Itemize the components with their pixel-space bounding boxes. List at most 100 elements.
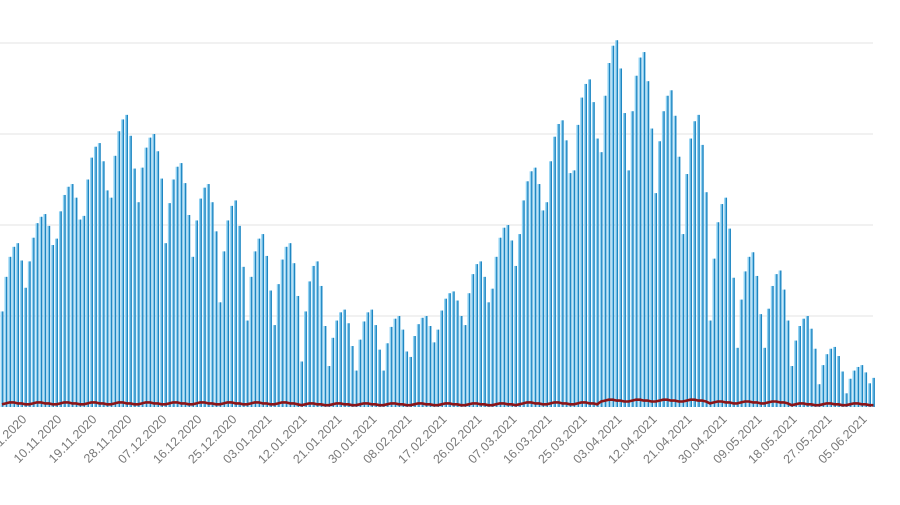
- bar-fill: [677, 156, 681, 407]
- bar: [163, 243, 167, 407]
- bar-edge: [632, 111, 634, 407]
- bar: [646, 81, 650, 407]
- bar-fill: [716, 222, 720, 407]
- bar-edge: [266, 255, 269, 407]
- bar-edge: [605, 95, 607, 407]
- bar: [327, 366, 331, 407]
- bar-edge: [239, 225, 241, 407]
- bar-edge: [348, 323, 350, 407]
- bar-edge: [146, 147, 148, 407]
- bar-edge: [398, 316, 401, 407]
- bar: [794, 340, 798, 407]
- bar-fill: [47, 225, 51, 407]
- bar: [580, 97, 584, 407]
- bar-fill: [315, 261, 319, 407]
- bar-fill: [766, 308, 770, 407]
- bar: [198, 198, 202, 407]
- bar-edge: [678, 156, 681, 407]
- bar: [860, 365, 864, 407]
- bar-edge: [515, 265, 517, 407]
- bar-fill: [331, 337, 335, 407]
- bar-edge: [282, 259, 284, 407]
- bar-fill: [8, 256, 12, 407]
- bar-edge: [865, 372, 868, 407]
- bar: [401, 329, 405, 407]
- bar: [809, 328, 813, 407]
- bar-fill: [864, 372, 867, 407]
- bar: [339, 312, 342, 407]
- bar-edge: [25, 287, 27, 407]
- bar: [490, 288, 494, 407]
- x-axis-tick-labels: 01.11.202010.11.202019.11.202028.11.2020…: [0, 412, 870, 466]
- bar-edge: [500, 237, 502, 407]
- bar-fill: [704, 192, 708, 407]
- bar: [552, 136, 556, 408]
- bar: [74, 197, 78, 407]
- bar-fill: [226, 220, 230, 407]
- bar: [78, 219, 82, 407]
- bar-edge: [219, 302, 222, 407]
- bar-edge: [791, 366, 794, 407]
- bar-edge: [690, 138, 693, 408]
- bar: [455, 300, 459, 407]
- bar: [90, 157, 93, 407]
- bar-edge: [142, 167, 144, 407]
- bar-fill: [97, 143, 101, 407]
- bar: [265, 255, 269, 407]
- bar-fill: [234, 200, 237, 407]
- bar: [770, 285, 774, 407]
- bar-edge: [550, 161, 552, 407]
- bar-edge: [682, 234, 685, 407]
- bar-fill: [105, 190, 109, 407]
- bar-edge: [375, 325, 377, 407]
- bar: [825, 354, 829, 407]
- bar-fill: [444, 298, 447, 407]
- bar-edge: [91, 157, 93, 407]
- bar: [681, 234, 685, 407]
- bar-fill: [595, 138, 599, 408]
- bar-edge: [745, 271, 747, 407]
- bar: [62, 194, 66, 407]
- bar-edge: [441, 310, 444, 407]
- bar-edge: [130, 135, 132, 407]
- bar: [685, 174, 689, 407]
- bar-fill: [751, 252, 755, 407]
- bar-edge: [41, 216, 43, 407]
- bar-edge: [725, 197, 728, 407]
- bar-edge: [107, 190, 109, 407]
- bar-edge: [286, 246, 288, 407]
- bar-fill: [350, 346, 354, 407]
- bar-fill: [31, 237, 35, 407]
- bar-edge: [153, 134, 156, 407]
- bar-edge: [706, 192, 708, 407]
- bar-fill: [634, 75, 638, 407]
- bar-edge: [278, 284, 280, 407]
- bar-edge: [752, 252, 755, 407]
- bar-edge: [585, 83, 587, 407]
- bar: [724, 197, 728, 407]
- bar-fill: [304, 311, 307, 407]
- bar-fill: [778, 270, 782, 407]
- bar-edge: [612, 45, 615, 407]
- bar-edge: [659, 141, 661, 407]
- bar: [836, 356, 840, 407]
- bar: [829, 348, 833, 407]
- bar: [292, 263, 296, 407]
- bar-edge: [371, 309, 374, 407]
- bar-edge: [56, 238, 58, 407]
- bar: [572, 170, 576, 407]
- bar-edge: [216, 231, 218, 407]
- bar-edge: [472, 274, 475, 407]
- bar-fill: [300, 361, 303, 407]
- bar-edge: [352, 346, 354, 407]
- bar-fill: [650, 128, 654, 408]
- bar: [545, 202, 549, 407]
- bar-edge: [531, 171, 533, 407]
- bar: [444, 298, 447, 407]
- bar-fill: [759, 314, 762, 407]
- bar-fill: [556, 123, 560, 408]
- bar-edge: [387, 343, 389, 407]
- bar-fill: [389, 326, 393, 407]
- bar-edge: [426, 316, 428, 407]
- bar-series: [0, 40, 875, 408]
